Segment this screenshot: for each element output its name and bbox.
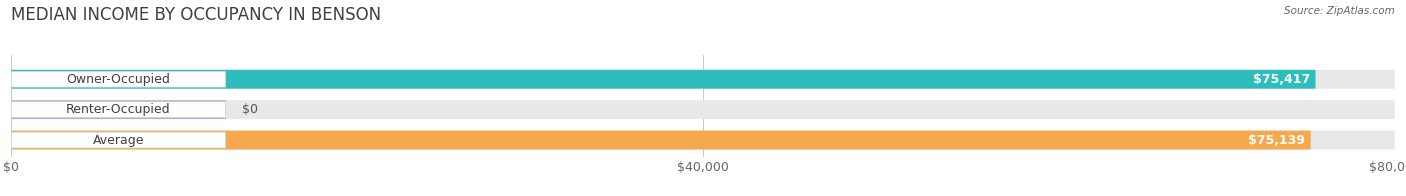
FancyBboxPatch shape [11, 100, 1395, 119]
FancyBboxPatch shape [11, 102, 226, 118]
FancyBboxPatch shape [11, 131, 1395, 150]
Text: Renter-Occupied: Renter-Occupied [66, 103, 170, 116]
Text: $0: $0 [242, 103, 259, 116]
Text: Average: Average [93, 133, 145, 147]
FancyBboxPatch shape [11, 70, 1316, 89]
Text: $75,417: $75,417 [1253, 73, 1310, 86]
Text: Owner-Occupied: Owner-Occupied [66, 73, 170, 86]
Text: MEDIAN INCOME BY OCCUPANCY IN BENSON: MEDIAN INCOME BY OCCUPANCY IN BENSON [11, 6, 381, 24]
FancyBboxPatch shape [11, 71, 226, 87]
FancyBboxPatch shape [11, 70, 1395, 89]
Text: $75,139: $75,139 [1249, 133, 1305, 147]
FancyBboxPatch shape [11, 100, 226, 119]
FancyBboxPatch shape [11, 132, 226, 148]
FancyBboxPatch shape [11, 131, 1310, 150]
Text: Source: ZipAtlas.com: Source: ZipAtlas.com [1284, 6, 1395, 16]
